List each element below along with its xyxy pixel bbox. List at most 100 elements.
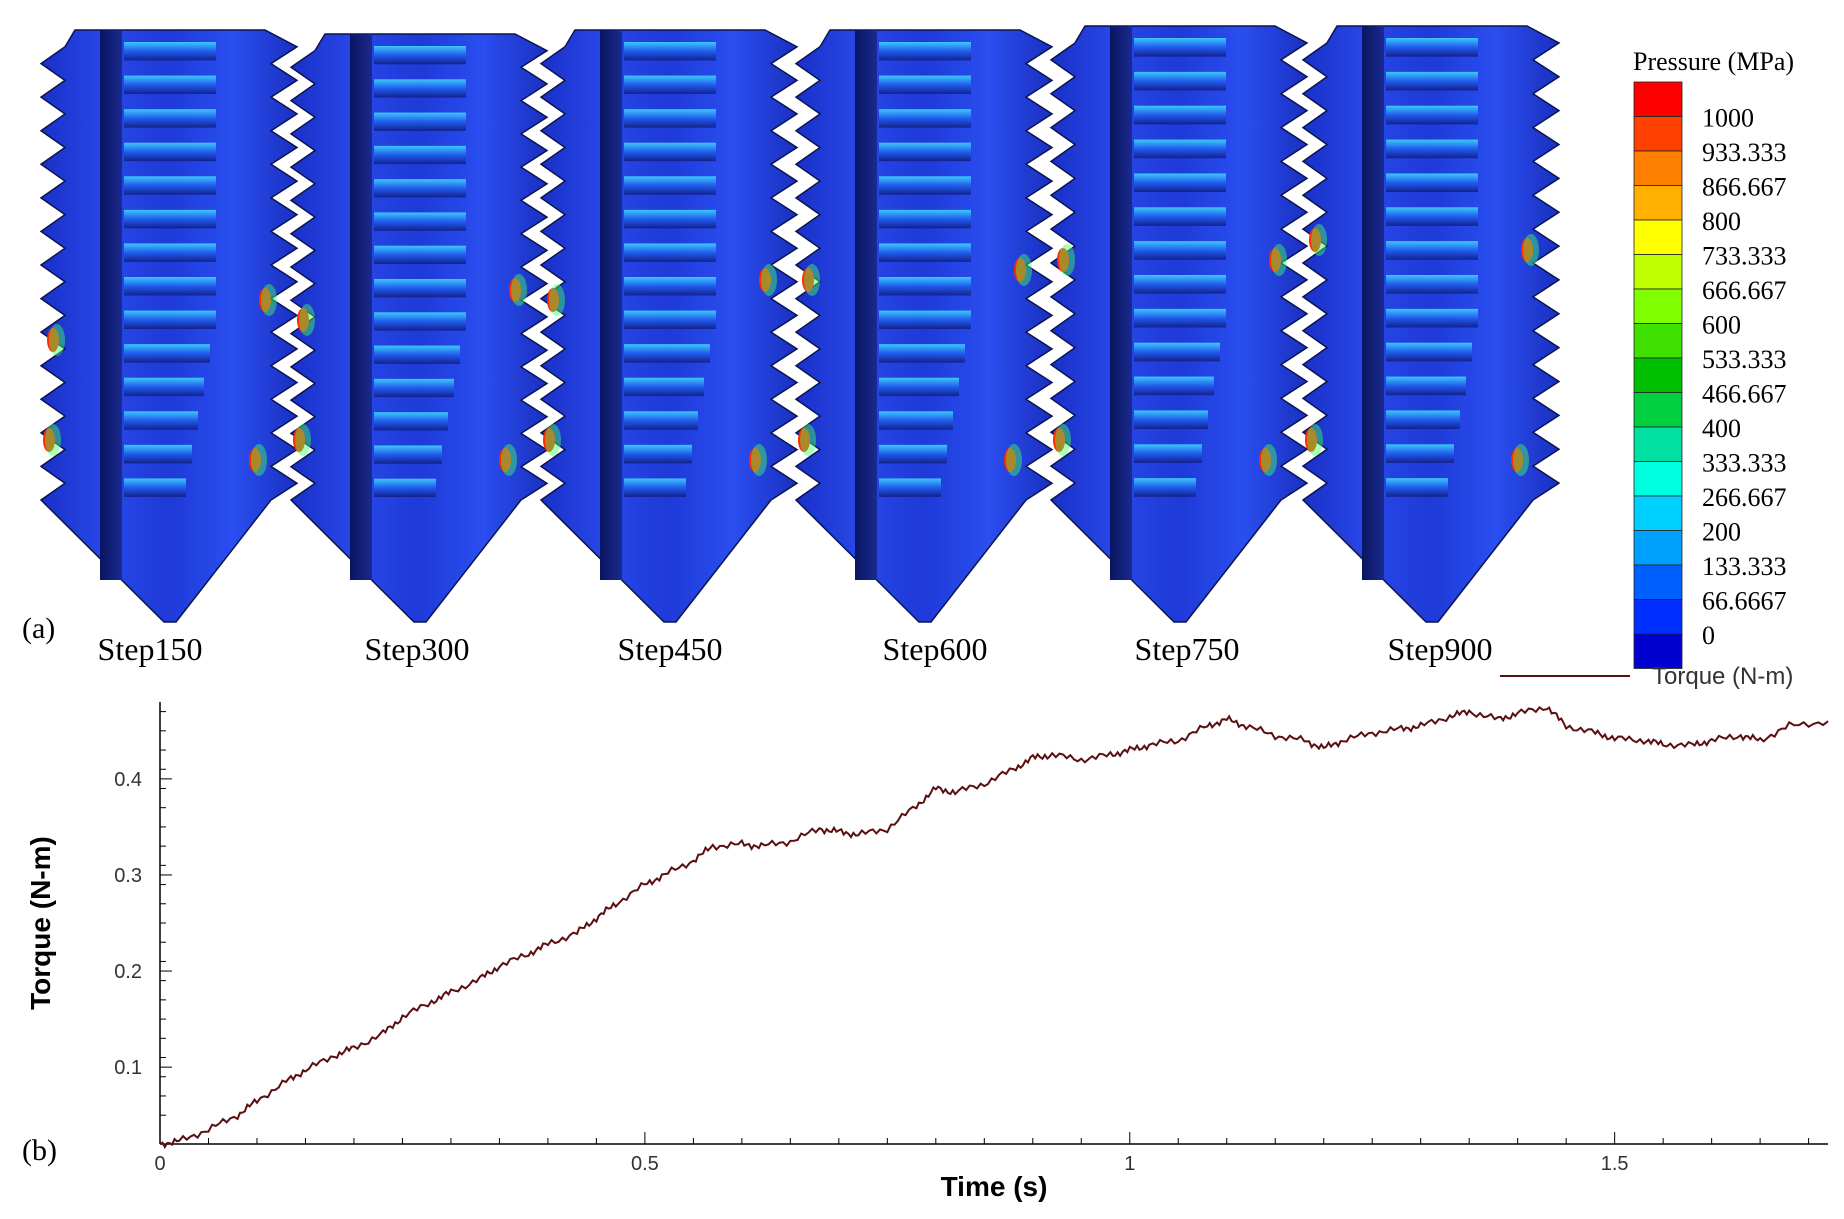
stress-halo — [1523, 234, 1539, 266]
screw-thread — [624, 243, 716, 262]
legend-band — [1633, 150, 1683, 186]
y-tick-label: 0.1 — [114, 1057, 142, 1079]
legend-band — [1633, 599, 1683, 635]
screw-thread — [1386, 376, 1466, 396]
screw-thread — [374, 179, 466, 198]
step-labels: Step150 Step300 Step450 Step600 Step750 Step9… — [98, 631, 1493, 667]
legend-tick-label: 1000 — [1702, 104, 1754, 133]
stress-hotspot — [249, 448, 261, 472]
screw-thread — [124, 243, 216, 262]
screw-thread — [374, 46, 466, 65]
stress-halo — [299, 304, 315, 336]
stress-halo — [804, 264, 820, 296]
legend-band — [1633, 185, 1683, 221]
contour-legend-bands — [1633, 81, 1683, 669]
legend-band — [1633, 426, 1683, 462]
stress-halo — [295, 424, 311, 456]
screw-thread — [624, 411, 698, 430]
screw-thread — [1386, 241, 1478, 260]
screw-shaft — [1110, 26, 1132, 580]
contour-legend-ticks: 1000 933.333 866.667 800 733.333 666.667 600 53… — [1702, 104, 1787, 651]
screw-thread — [624, 142, 716, 162]
legend-tick-label: 800 — [1702, 207, 1741, 236]
screw-thread — [1134, 444, 1202, 463]
screw-thread — [1134, 410, 1208, 430]
stress-hotspot — [1057, 248, 1069, 272]
legend-tick-label: 400 — [1702, 414, 1741, 443]
screw-thread — [1386, 410, 1460, 430]
screw-images — [39, 25, 1561, 623]
torque-chart: 0 0.5 1 1.5 0.1 0.2 0.3 0.4 Time (s) Torque (N-m)… — [25, 663, 1829, 1202]
legend-band — [1633, 219, 1683, 255]
stress-hotspot — [1014, 258, 1026, 282]
screw-thread — [879, 75, 971, 95]
stress-hotspot — [293, 428, 305, 452]
legend-band — [1633, 564, 1683, 600]
screw-thread — [879, 209, 971, 229]
screw-thread — [1134, 207, 1226, 226]
stress-hotspot — [509, 278, 521, 302]
screw-thread — [124, 75, 216, 95]
screw-image — [539, 29, 799, 623]
screw-thread — [879, 243, 971, 262]
screw-thread — [124, 411, 198, 430]
screw-thread — [374, 445, 442, 464]
screw-thread — [124, 377, 204, 397]
step-label: Step900 — [1388, 631, 1493, 667]
stress-halo — [761, 264, 777, 296]
stress-hotspot — [499, 448, 511, 472]
legend-tick-label: 866.667 — [1702, 173, 1787, 202]
screw-thread — [624, 310, 716, 330]
screw-thread — [1134, 478, 1196, 497]
screw-thread — [124, 478, 186, 497]
stress-halo — [49, 324, 65, 356]
screw-thread — [374, 312, 466, 331]
series-line-torque — [159, 706, 1829, 1149]
panel-b-label: (b) — [22, 1134, 57, 1167]
screw-thread — [624, 75, 716, 95]
x-tick-label: 0 — [154, 1153, 165, 1175]
screw-thread — [124, 444, 192, 464]
stress-halo — [1311, 224, 1327, 256]
screw-thread — [624, 444, 692, 464]
stress-hotspot — [798, 428, 810, 452]
screw-thread — [879, 411, 953, 430]
screw-thread — [879, 377, 959, 397]
screw-thread — [624, 478, 686, 497]
screw-thread — [1386, 444, 1454, 463]
legend-band — [1633, 323, 1683, 359]
stress-halo — [1261, 444, 1277, 476]
panel-a-label: (a) — [22, 612, 55, 645]
series-legend-label: Torque (N-m) — [1652, 663, 1793, 690]
y-tick-label: 0.3 — [114, 865, 142, 887]
screw-image — [39, 29, 299, 623]
step-label: Step450 — [618, 631, 723, 667]
stress-halo — [1271, 244, 1287, 276]
screw-thread — [1134, 376, 1214, 396]
screw-image — [289, 33, 549, 623]
screw-thread — [124, 277, 216, 296]
screw-thread — [1386, 478, 1448, 497]
screw-thread — [879, 310, 971, 330]
screw-thread — [124, 142, 216, 162]
legend-tick-label: 66.6667 — [1702, 587, 1787, 616]
screw-thread — [374, 378, 454, 398]
stress-halo — [1513, 444, 1529, 476]
screw-thread — [374, 345, 460, 364]
screw-shaft — [350, 34, 372, 580]
legend-tick-label: 733.333 — [1702, 242, 1787, 271]
stress-hotspot — [1259, 448, 1271, 472]
screw-thread — [374, 79, 466, 98]
legend-tick-label: 333.333 — [1702, 449, 1787, 478]
stress-hotspot — [802, 268, 814, 292]
stress-hotspot — [1309, 228, 1321, 252]
screw-thread — [879, 344, 965, 363]
x-tick-label: 1.5 — [1601, 1153, 1629, 1175]
screw-thread — [1386, 207, 1478, 226]
stress-hotspot — [297, 308, 309, 332]
screw-thread — [879, 478, 941, 497]
screw-thread — [879, 176, 971, 195]
legend-band — [1633, 254, 1683, 290]
legend-tick-label: 533.333 — [1702, 345, 1787, 374]
